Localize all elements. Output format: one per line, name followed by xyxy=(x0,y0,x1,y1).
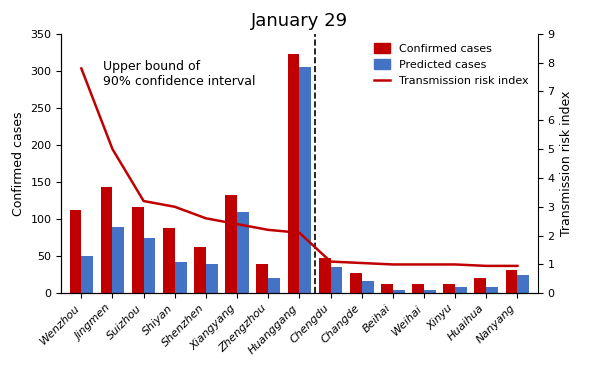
Title: January 29: January 29 xyxy=(251,12,348,29)
Bar xyxy=(486,287,498,293)
Bar xyxy=(101,187,112,293)
Bar xyxy=(112,227,124,293)
Bar xyxy=(381,284,393,293)
Bar xyxy=(299,67,311,293)
Bar xyxy=(518,276,529,293)
Bar xyxy=(362,280,373,293)
Bar xyxy=(288,54,299,293)
Bar xyxy=(194,247,206,293)
Bar xyxy=(144,238,155,293)
Bar xyxy=(424,290,436,293)
Bar xyxy=(70,209,81,293)
Bar xyxy=(350,273,362,293)
Bar xyxy=(412,284,424,293)
Bar xyxy=(331,267,342,293)
Y-axis label: Transmission risk index: Transmission risk index xyxy=(560,91,573,236)
Bar xyxy=(163,228,175,293)
Legend: Confirmed cases, Predicted cases, Transmission risk index: Confirmed cases, Predicted cases, Transm… xyxy=(370,39,532,89)
Bar xyxy=(444,284,455,293)
Bar xyxy=(237,212,249,293)
Bar xyxy=(475,279,486,293)
Bar xyxy=(505,270,518,293)
Bar xyxy=(81,256,93,293)
Bar xyxy=(175,262,186,293)
Bar xyxy=(225,196,237,293)
Y-axis label: Confirmed cases: Confirmed cases xyxy=(12,111,24,216)
Bar xyxy=(268,279,280,293)
Text: Upper bound of
90% confidence interval: Upper bound of 90% confidence interval xyxy=(103,60,255,88)
Bar xyxy=(455,287,467,293)
Bar xyxy=(257,264,268,293)
Bar xyxy=(393,290,404,293)
Bar xyxy=(319,258,331,293)
Bar xyxy=(132,207,144,293)
Bar xyxy=(206,264,218,293)
